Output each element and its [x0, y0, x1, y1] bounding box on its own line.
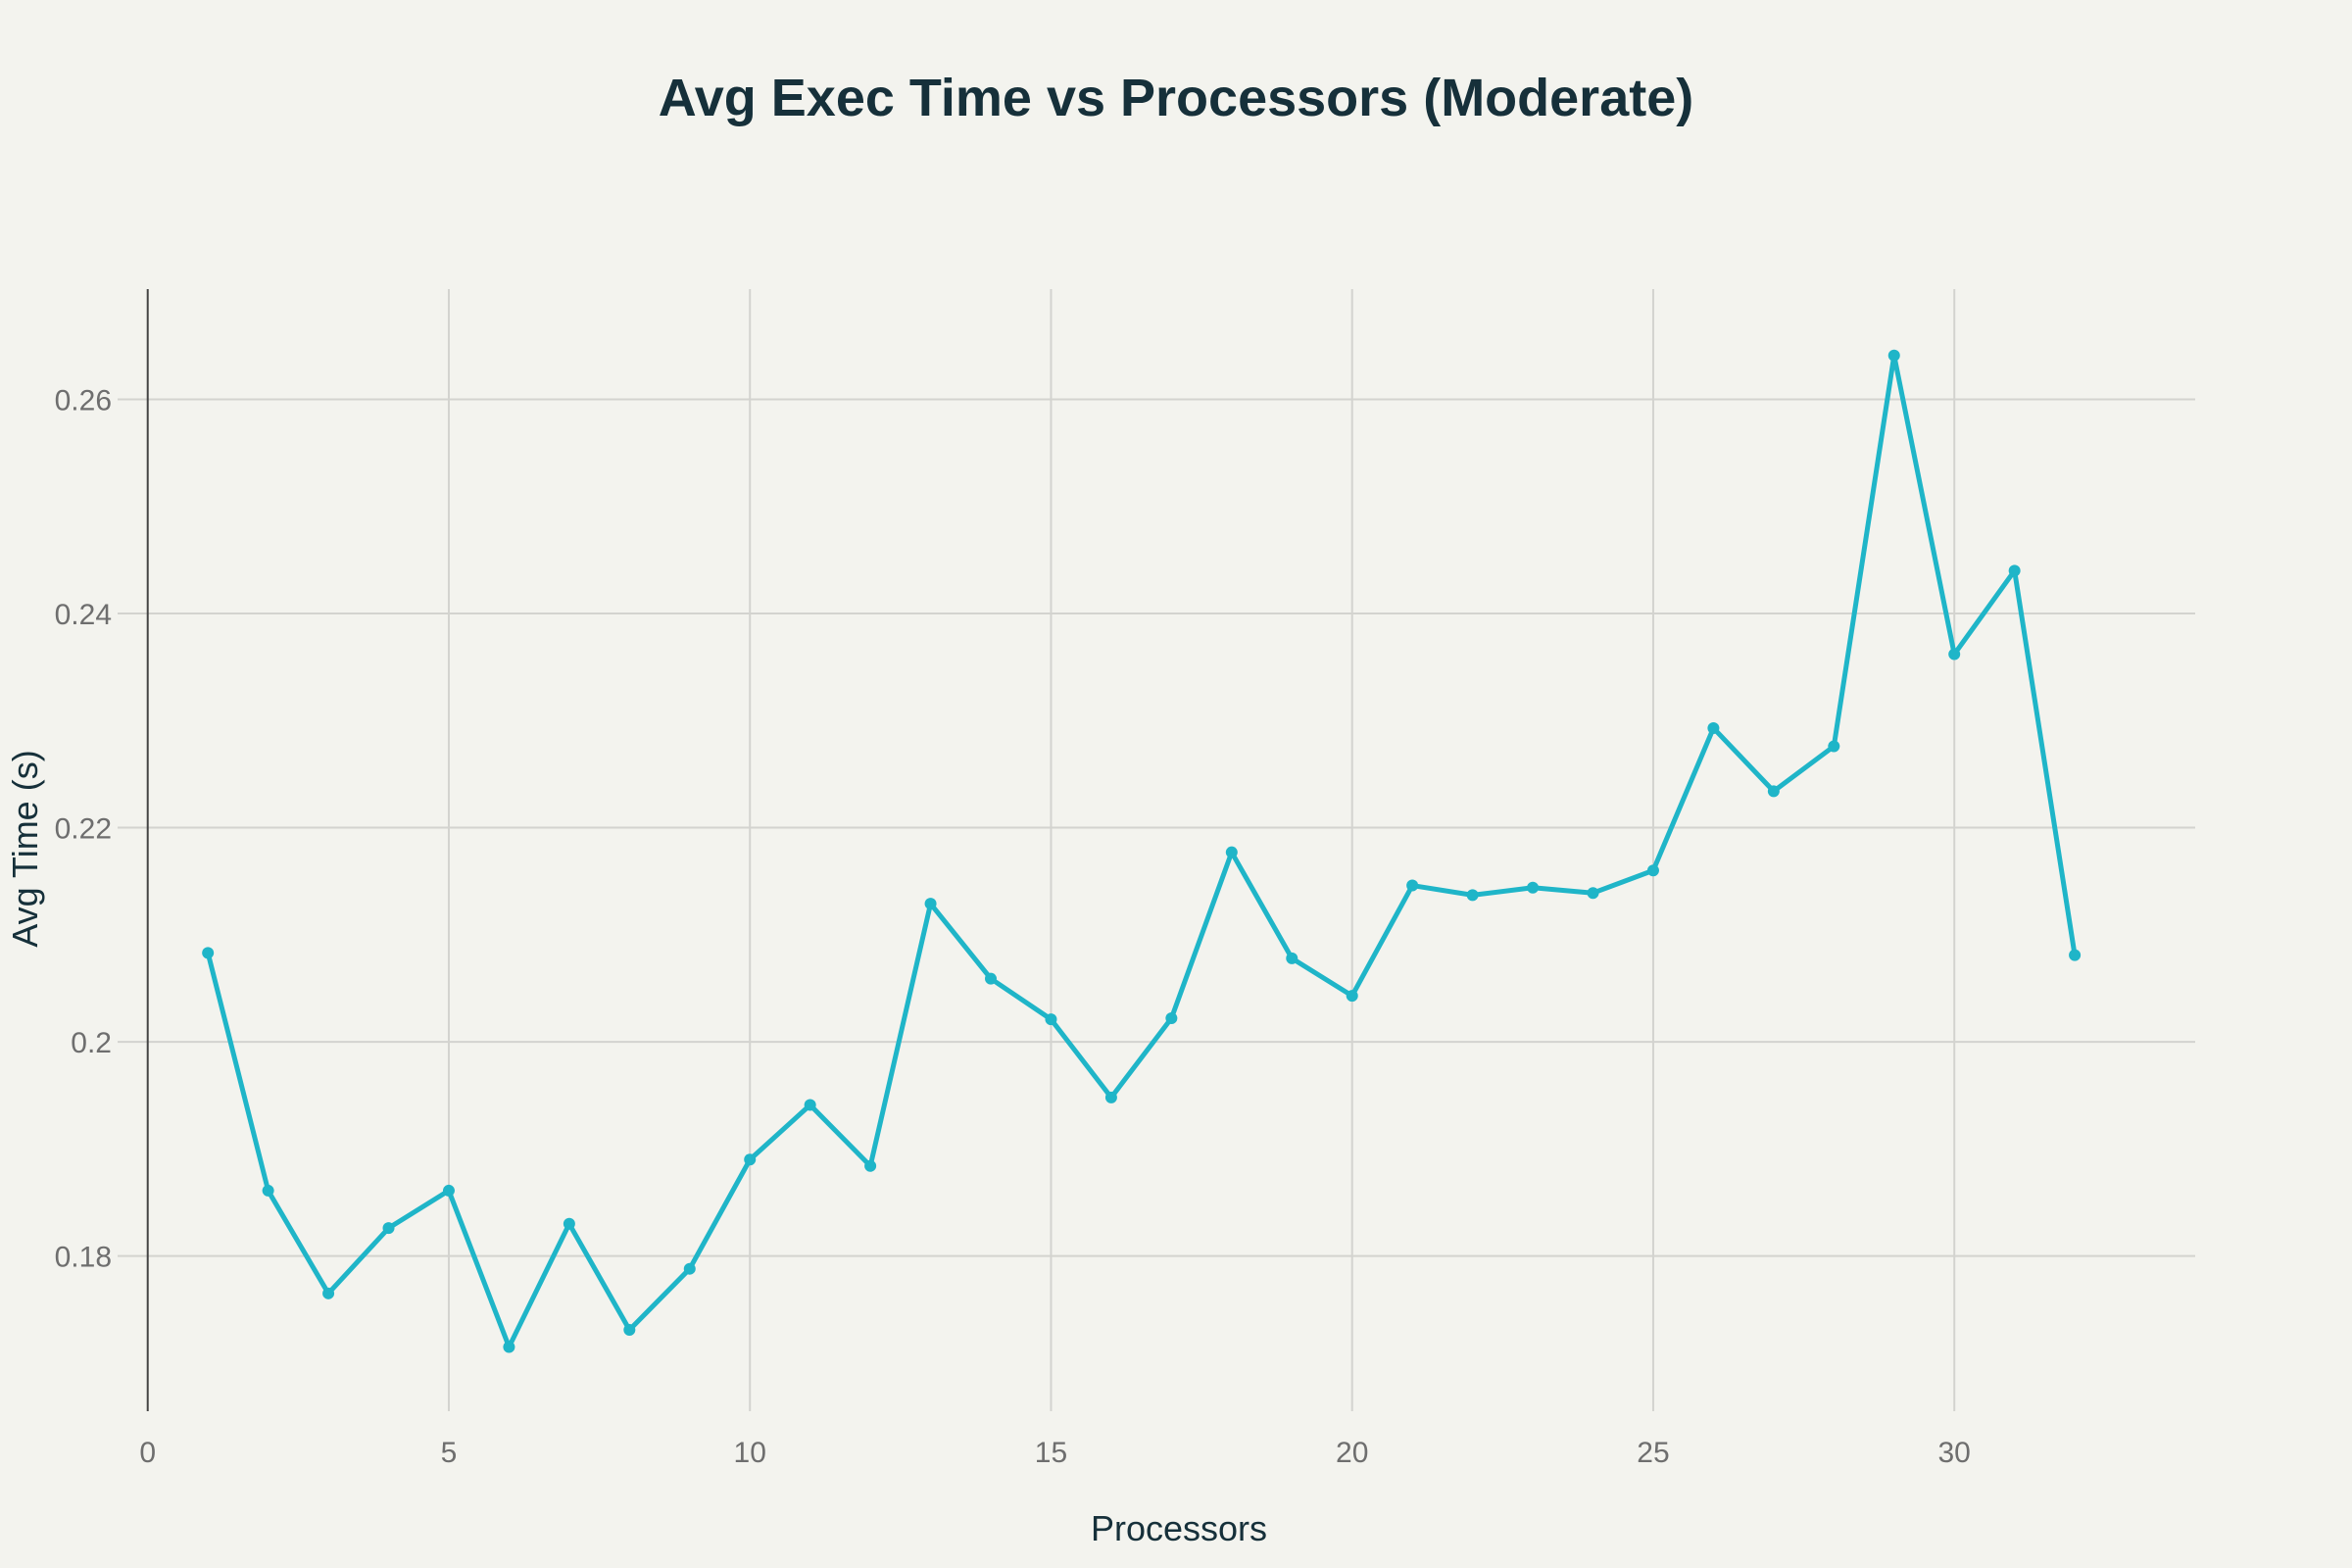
- data-point: [563, 1217, 575, 1230]
- y-tick-label: 0.2: [71, 1027, 112, 1059]
- data-point: [1104, 1091, 1117, 1103]
- x-tick-label: 25: [1637, 1437, 1669, 1469]
- grid-layer: [118, 289, 2195, 1411]
- x-tick-label: 5: [441, 1437, 458, 1469]
- data-point: [1466, 889, 1479, 902]
- data-point: [1346, 990, 1358, 1003]
- data-point: [683, 1262, 696, 1275]
- data-point: [924, 898, 937, 910]
- data-point: [804, 1099, 816, 1111]
- data-point: [2008, 564, 2021, 577]
- x-tick-label: 20: [1336, 1437, 1368, 1469]
- data-point: [322, 1287, 335, 1299]
- data-point: [744, 1153, 757, 1166]
- x-tick-label: 30: [1938, 1437, 1971, 1469]
- data-point: [442, 1184, 455, 1197]
- data-point: [2069, 949, 2082, 961]
- y-tick-label: 0.18: [55, 1242, 112, 1274]
- data-point: [864, 1159, 877, 1172]
- data-point: [1887, 349, 1900, 362]
- data-point: [1828, 740, 1840, 753]
- y-tick-label: 0.22: [55, 813, 112, 846]
- x-tick-label: 15: [1035, 1437, 1067, 1469]
- tick-labels: 0 5 10 15 20 25 30 0.18 0.2 0.22 0.24 0.26: [55, 385, 1971, 1469]
- data-point: [623, 1323, 636, 1336]
- data-point: [1587, 887, 1599, 900]
- data-points: [202, 349, 2082, 1353]
- data-point: [1045, 1013, 1057, 1026]
- y-axis-label: Avg Time (s): [5, 750, 45, 947]
- data-point: [503, 1341, 515, 1353]
- data-point: [262, 1184, 274, 1197]
- data-point: [1527, 881, 1540, 894]
- chart-title: Avg Exec Time vs Processors (Moderate): [659, 69, 1693, 127]
- x-axis-label: Processors: [1091, 1508, 1267, 1548]
- y-tick-label: 0.24: [55, 599, 112, 631]
- series-line: [205, 353, 2078, 1349]
- data-point: [382, 1222, 395, 1235]
- y-tick-label: 0.26: [55, 385, 112, 417]
- x-tick-label: 10: [734, 1437, 766, 1469]
- data-point: [1286, 952, 1298, 964]
- data-point: [1225, 846, 1238, 858]
- data-point: [1165, 1012, 1178, 1025]
- x-tick-label: 0: [139, 1437, 156, 1469]
- data-point: [1406, 879, 1419, 892]
- data-point: [202, 947, 215, 959]
- data-point: [1707, 721, 1720, 734]
- data-point: [1948, 648, 1961, 661]
- data-point: [1767, 785, 1780, 798]
- data-point: [985, 972, 998, 985]
- data-point: [1646, 864, 1659, 877]
